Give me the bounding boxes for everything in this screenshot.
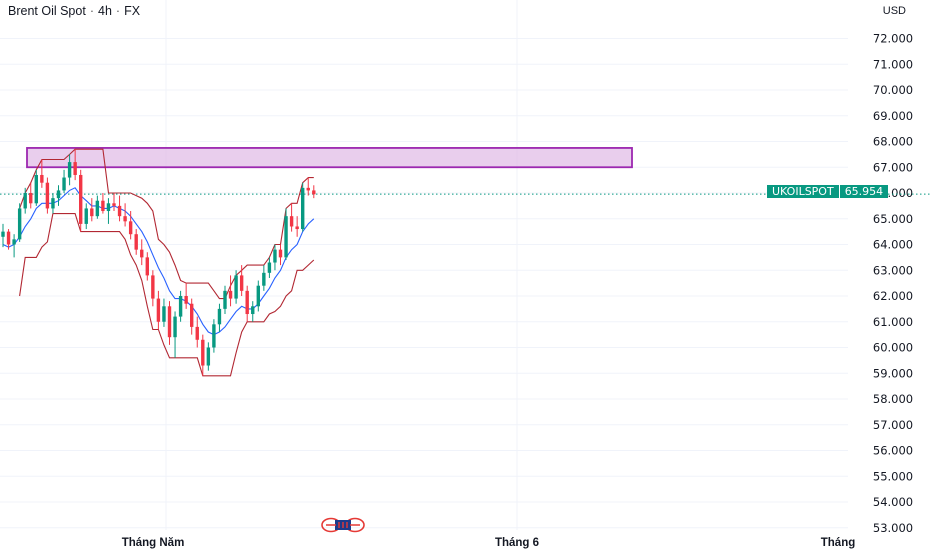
candle-body (217, 308, 222, 325)
candle-body (56, 190, 61, 199)
x-tick-label: Tháng (821, 537, 856, 549)
candle-body (278, 249, 283, 258)
candle-body (34, 174, 38, 204)
candle-body (228, 290, 233, 299)
candle-body (140, 249, 144, 258)
candle-body (128, 221, 133, 235)
last-price-tag: UKOILSPOT 65.954 (767, 185, 889, 198)
candle-body (273, 249, 277, 263)
candle-body (195, 326, 199, 340)
candle-body (167, 306, 172, 338)
candle-body (112, 203, 116, 206)
candle-body (201, 339, 205, 366)
y-tick-label: 64.000 (873, 238, 913, 252)
candle-body (234, 275, 238, 299)
candle-body (101, 200, 105, 212)
x-tick-label: Tháng Năm (122, 537, 185, 549)
candle-body (62, 177, 66, 191)
title-separator: · (115, 4, 121, 18)
candle-body (206, 347, 211, 366)
candle-body (312, 190, 316, 195)
candle-body (51, 198, 55, 209)
candle-body (84, 208, 88, 224)
y-tick-label: 63.000 (873, 263, 913, 277)
candle-body (256, 285, 260, 307)
y-tick-label: 54.000 (873, 495, 913, 509)
candle-body (239, 275, 244, 291)
candle-body (267, 262, 272, 273)
exchange-label: FX (124, 4, 141, 18)
tradingview-logo-icon[interactable] (321, 517, 365, 533)
currency-label[interactable]: USD (882, 5, 906, 17)
candle-body (134, 234, 138, 250)
candle-body (295, 226, 299, 230)
candle-body (6, 231, 11, 245)
y-tick-label: 60.000 (873, 341, 913, 355)
candle-body (178, 296, 183, 317)
candle-body (117, 205, 122, 217)
candle-body (79, 174, 83, 224)
candle-body (1, 231, 5, 237)
y-tick-label: 70.000 (873, 83, 913, 97)
candle-body (45, 182, 50, 209)
y-tick-label: 57.000 (873, 418, 913, 432)
candle-body (73, 162, 77, 175)
y-tick-label: 67.000 (873, 160, 913, 174)
candle-body (190, 303, 194, 327)
y-tick-label: 62.000 (873, 289, 913, 303)
y-tick-label: 61.000 (873, 315, 913, 329)
timeframe-label: 4h (98, 4, 112, 18)
channel-upper-line (19, 148, 314, 300)
candle-body (95, 200, 100, 217)
candle-body (251, 306, 255, 315)
candle-body (245, 290, 249, 315)
candle-body (212, 324, 216, 348)
moving-average-line (2, 187, 315, 336)
resistance-zone (26, 147, 633, 169)
candle-body (301, 187, 305, 230)
y-tick-label: 59.000 (873, 366, 913, 380)
candle-body (90, 208, 94, 217)
candle-body (223, 290, 227, 309)
candle-body (106, 203, 111, 212)
title-separator: · (89, 4, 94, 18)
price-tag-symbol: UKOILSPOT (767, 185, 840, 198)
candle-body (284, 216, 288, 258)
price-tag-value: 65.954 (844, 185, 884, 198)
candle-body (17, 208, 22, 240)
candle-body (123, 216, 127, 222)
y-tick-label: 56.000 (873, 444, 913, 458)
candle-body (162, 306, 166, 322)
x-tick-label: Tháng 6 (495, 537, 539, 549)
candle-body (156, 298, 161, 322)
y-tick-label: 58.000 (873, 392, 913, 406)
instrument-name: Brent Oil Spot (8, 4, 86, 18)
candle-body (29, 193, 33, 204)
candle-body (262, 272, 266, 286)
y-tick-label: 65.000 (873, 212, 913, 226)
y-tick-label: 72.000 (873, 32, 913, 46)
y-tick-label: 69.000 (873, 109, 913, 123)
candle-body (173, 316, 177, 338)
candle-body (67, 162, 72, 178)
candle-body (151, 275, 155, 299)
candle-body (12, 239, 16, 245)
candle-body (145, 257, 149, 276)
y-tick-label: 68.000 (873, 135, 913, 149)
y-tick-label: 71.000 (873, 57, 913, 71)
y-tick-label: 53.000 (873, 521, 913, 535)
chart-title: Brent Oil Spot · 4h · FX (8, 4, 140, 18)
candle-body (40, 174, 44, 183)
candle-body (184, 296, 188, 304)
candle-body (289, 216, 294, 227)
y-tick-label: 55.000 (873, 469, 913, 483)
candle-body (306, 187, 310, 191)
channel-lower-line (19, 213, 315, 377)
candle-body (23, 193, 27, 209)
